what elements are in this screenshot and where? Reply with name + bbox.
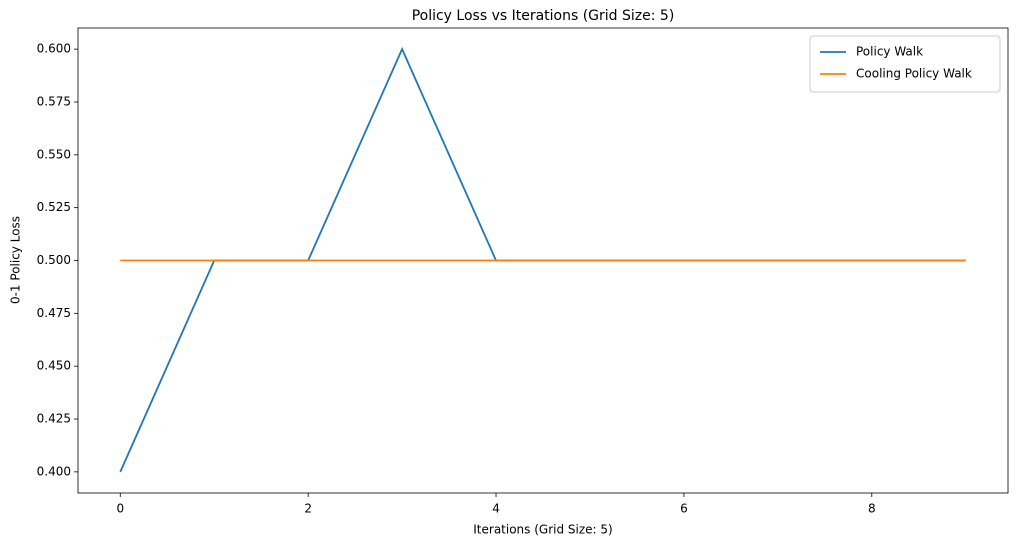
y-tick-label: 0.450 — [37, 359, 71, 373]
plot-frame — [77, 27, 1009, 494]
y-tick-label: 0.500 — [37, 253, 71, 267]
y-tick-label: 0.425 — [37, 412, 71, 426]
x-tick-label: 8 — [868, 502, 876, 516]
y-tick-label: 0.525 — [37, 200, 71, 214]
y-tick-label: 0.575 — [37, 94, 71, 108]
y-axis-label: 0-1 Policy Loss — [9, 216, 23, 304]
x-axis-label: Iterations (Grid Size: 5) — [473, 523, 612, 537]
x-tick-label: 2 — [304, 502, 312, 516]
legend-label: Cooling Policy Walk — [856, 67, 972, 81]
x-tick-label: 4 — [492, 502, 500, 516]
y-tick-label: 0.400 — [37, 464, 71, 478]
x-tick-label: 6 — [680, 502, 688, 516]
x-tick-label: 0 — [116, 502, 124, 516]
chart-title: Policy Loss vs Iterations (Grid Size: 5) — [412, 8, 675, 24]
y-tick-label: 0.600 — [37, 42, 71, 56]
legend-label: Policy Walk — [856, 45, 923, 59]
y-tick-label: 0.475 — [37, 306, 71, 320]
y-tick-label: 0.550 — [37, 147, 71, 161]
legend-box — [809, 35, 1001, 93]
